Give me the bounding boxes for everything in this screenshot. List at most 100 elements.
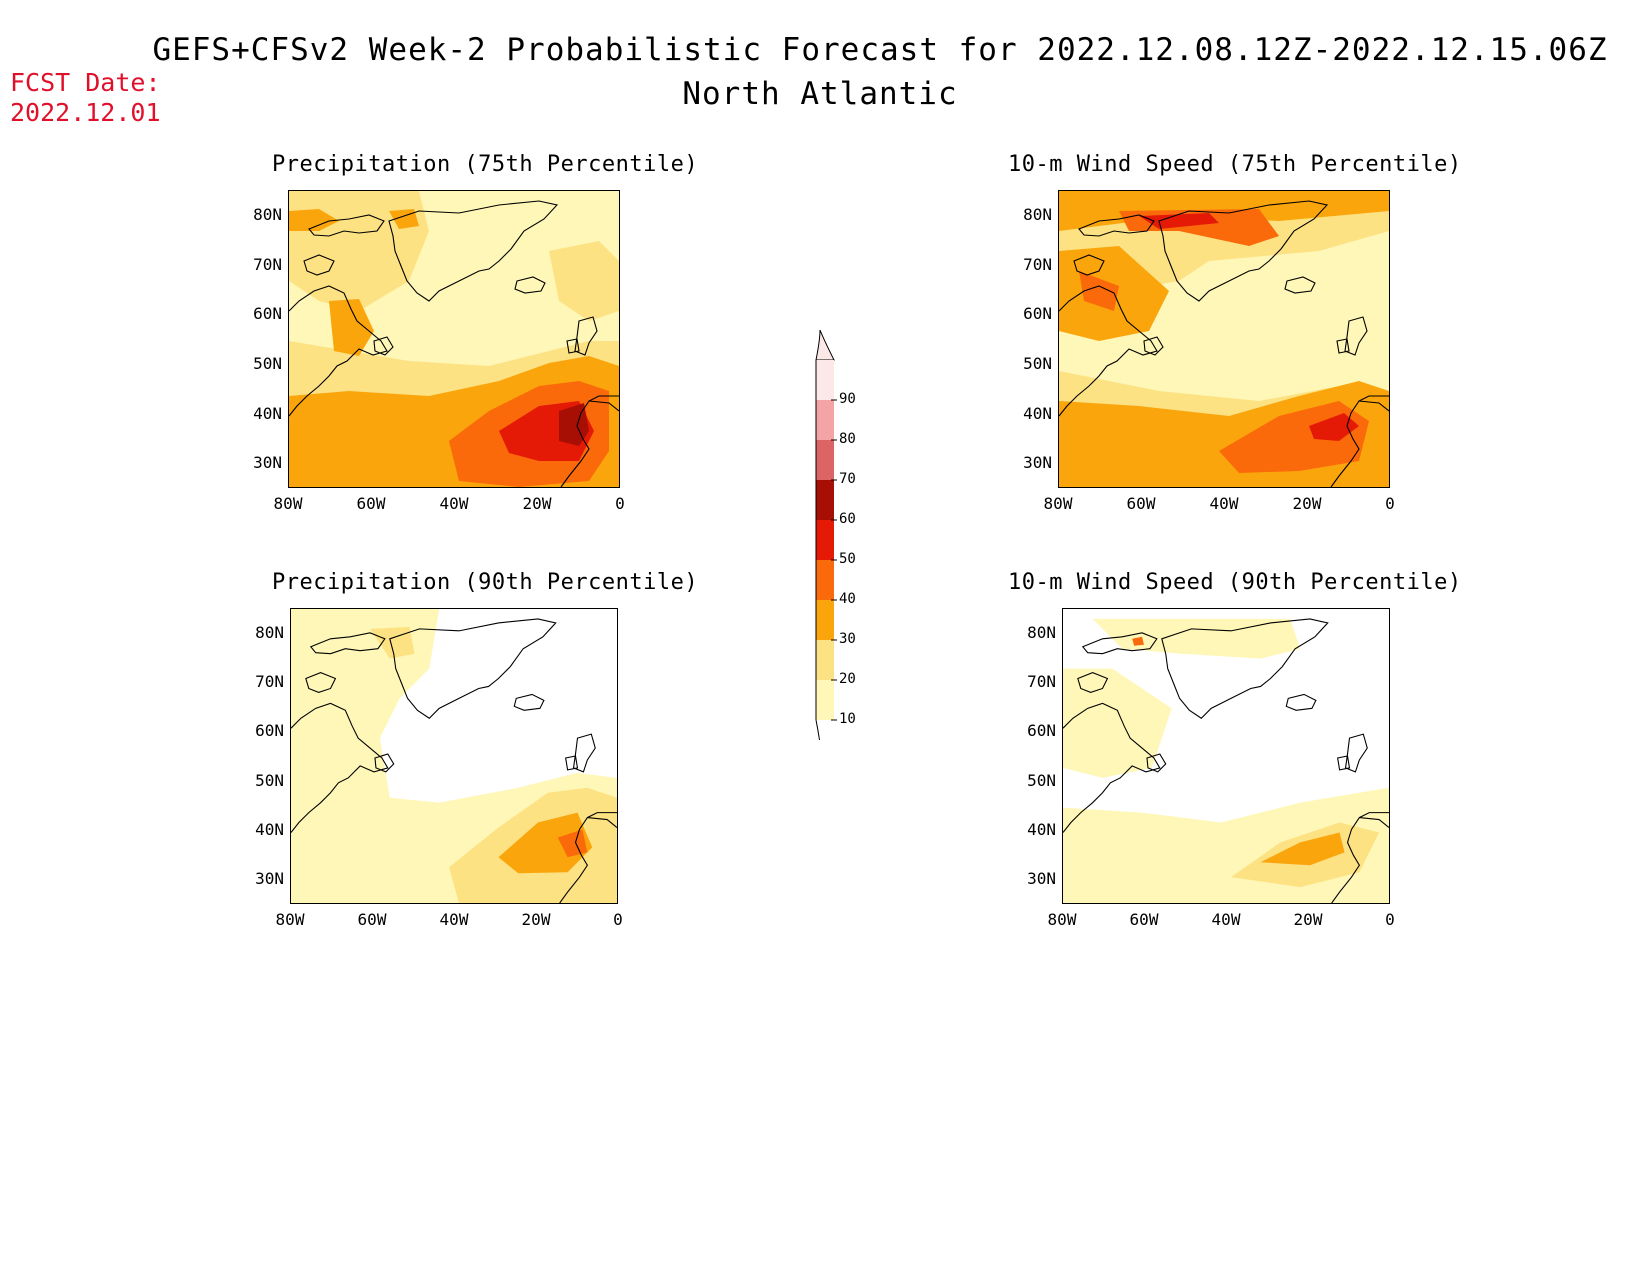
coastline <box>1073 254 1105 276</box>
shade-region <box>557 829 588 858</box>
lat-label: 80N <box>1027 622 1056 642</box>
panel-title-precip90: Precipitation (90th Percentile) <box>272 570 699 595</box>
coastline <box>514 276 546 294</box>
lon-label: 20W <box>522 494 552 513</box>
panel-title-precip75: Precipitation (75th Percentile) <box>272 152 699 177</box>
lon-label: 60W <box>1129 910 1159 929</box>
lon-label: 80W <box>1047 910 1077 929</box>
coastline <box>289 285 388 417</box>
colorbar-bin <box>816 520 834 560</box>
coastline <box>1078 214 1155 237</box>
shade-region <box>1132 636 1145 646</box>
lat-label: 60N <box>253 304 282 324</box>
lon-label: 20W <box>521 910 551 929</box>
coastline <box>309 632 386 655</box>
coastline <box>303 254 335 276</box>
lat-label: 40N <box>255 820 284 839</box>
coastline <box>1331 812 1389 903</box>
lon-label: 60W <box>1126 494 1156 513</box>
lat-label: 40N <box>1027 820 1056 839</box>
colorbar-bin <box>816 640 834 680</box>
lat-label: 30N <box>255 869 284 889</box>
coastline <box>1081 632 1158 655</box>
colorbar-label: 70 <box>839 471 856 487</box>
colorbar-bin <box>816 560 834 600</box>
fcst-date-label: FCST Date: <box>10 68 161 97</box>
lat-label: 60N <box>255 721 284 741</box>
coastline <box>308 214 385 237</box>
shade-region <box>549 241 619 321</box>
lat-label: 50N <box>1023 353 1052 373</box>
lon-label: 20W <box>1293 910 1323 929</box>
coastline <box>388 200 559 302</box>
lon-label: 0 <box>613 910 623 929</box>
region-title: North Atlantic <box>682 76 958 112</box>
lat-label: 50N <box>1027 770 1056 790</box>
fcst-date-value: 2022.12.01 <box>10 98 161 127</box>
lon-label: 40W <box>439 910 469 929</box>
shade-region <box>1309 413 1359 441</box>
lon-label: 20W <box>1292 494 1322 513</box>
map-precip-75th <box>288 190 620 488</box>
lon-label: 40W <box>1211 910 1241 929</box>
coastline <box>1359 817 1389 828</box>
coastline <box>1059 285 1158 417</box>
coastline <box>1284 276 1316 294</box>
coastline <box>587 817 617 828</box>
coastline <box>1330 395 1389 487</box>
coastline <box>559 812 617 903</box>
colorbar-bin <box>816 680 834 720</box>
map-shading <box>1059 191 1389 487</box>
colorbar-label: 60 <box>839 511 856 527</box>
coastline <box>389 618 557 719</box>
coastline <box>1143 336 1164 356</box>
lon-label: 60W <box>356 494 386 513</box>
lon-label: 0 <box>1385 494 1395 513</box>
map-wind-90th <box>1062 608 1390 904</box>
lat-label: 70N <box>1023 254 1052 274</box>
lat-label: 80N <box>253 204 282 224</box>
coastline <box>1146 753 1167 773</box>
shade-region <box>498 812 593 874</box>
coastline <box>305 671 337 694</box>
colorbar-label: 80 <box>839 431 856 447</box>
coastline <box>373 336 394 356</box>
colorbar-label: 10 <box>839 711 856 727</box>
coastline <box>1337 755 1351 771</box>
shade-region <box>291 609 351 689</box>
lon-label: 80W <box>1043 494 1073 513</box>
coastline <box>560 395 619 487</box>
coastline <box>1336 338 1350 354</box>
coastline <box>1161 618 1329 719</box>
lon-label: 80W <box>273 494 303 513</box>
lat-label: 50N <box>253 353 282 373</box>
coastline <box>1358 400 1389 412</box>
lat-label: 40N <box>1023 403 1052 423</box>
lat-label: 50N <box>255 770 284 790</box>
colorbar-bin <box>816 360 834 400</box>
coastline <box>291 702 389 833</box>
shade-region <box>289 209 339 231</box>
coastline <box>1285 693 1317 711</box>
colorbar: 10 20 30 40 50 60 70 80 90 <box>800 329 860 761</box>
lat-label: 30N <box>1027 869 1056 889</box>
colorbar-cap <box>815 329 835 361</box>
lon-label: 0 <box>615 494 625 513</box>
coastline <box>513 693 545 711</box>
coastline <box>374 753 395 773</box>
lon-label: 40W <box>439 494 469 513</box>
lat-label: 80N <box>255 622 284 642</box>
coastline <box>1077 671 1109 694</box>
map-precip-90th <box>290 608 618 904</box>
colorbar-bin <box>816 600 834 640</box>
shade-region <box>1260 832 1345 866</box>
lat-label: 80N <box>1023 204 1052 224</box>
panel-title-wind75: 10-m Wind Speed (75th Percentile) <box>1008 152 1462 177</box>
lat-label: 60N <box>1023 304 1052 324</box>
colorbar-cap <box>815 719 823 761</box>
coastline <box>1158 200 1329 302</box>
colorbar-label: 20 <box>839 671 856 687</box>
shade-region <box>329 299 374 356</box>
lat-label: 30N <box>1023 453 1052 473</box>
lat-label: 40N <box>253 403 282 423</box>
